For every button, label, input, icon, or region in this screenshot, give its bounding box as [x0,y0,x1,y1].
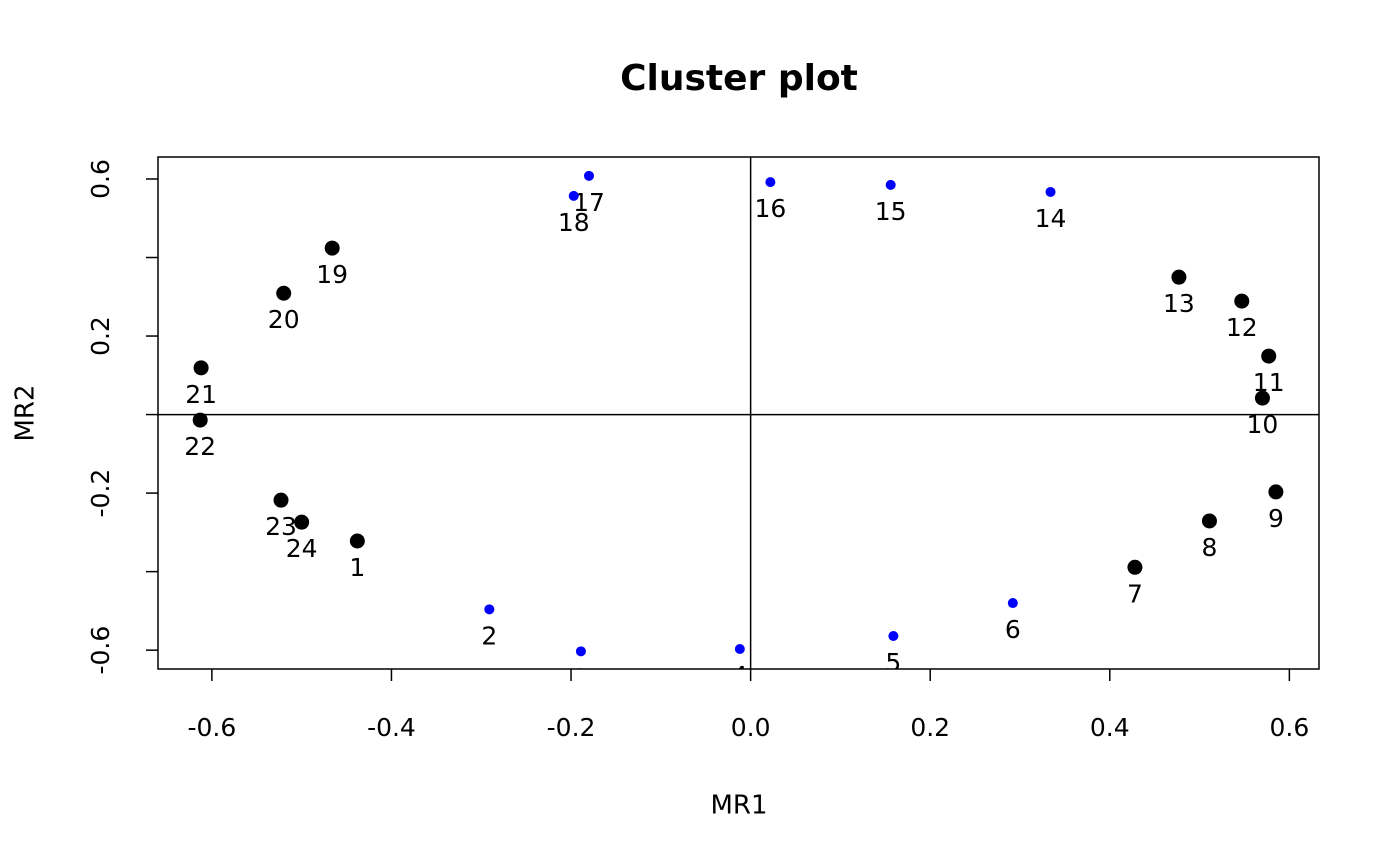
point [1045,186,1056,197]
point [1268,484,1284,500]
point [1234,293,1250,309]
point [294,514,310,530]
point-label: 20 [268,305,300,334]
point-label: 4 [732,661,748,690]
x-tick-label: 0.2 [910,713,950,742]
y-axis-label: MR2 [11,384,41,441]
point-label: 17 [573,188,605,217]
point-label: 3 [573,663,589,692]
chart-title: Cluster plot [620,58,858,99]
point [888,631,899,642]
x-tick-label: -0.2 [547,713,596,742]
x-tick-label: 0.6 [1269,713,1309,742]
point [273,492,289,508]
point [192,412,208,428]
x-tick-label: -0.4 [367,713,416,742]
y-tick-label: 0.2 [86,316,115,356]
point [568,190,579,201]
point [885,179,896,190]
point-label: 1 [349,553,365,582]
point [1201,513,1217,529]
point-label: 6 [1005,615,1021,644]
point [1261,348,1277,364]
point-label: 21 [185,380,217,409]
point [484,604,495,615]
point [349,533,365,549]
y-tick-label: -0.6 [86,626,115,675]
plot-frame [157,156,1320,670]
x-tick-label: 0.4 [1090,713,1130,742]
point [1254,390,1270,406]
point [1171,269,1187,285]
point [193,360,209,376]
point-label: 12 [1226,313,1258,342]
point-label: 18 [558,208,590,237]
point-label: 24 [286,534,318,563]
point [1007,598,1018,609]
y-tick-label: 0.6 [86,159,115,199]
point [1127,559,1143,575]
point [583,170,594,181]
point-label: 22 [184,432,216,461]
point-label: 8 [1202,533,1218,562]
point-label: 5 [885,648,901,677]
point-label: 9 [1268,504,1284,533]
point-label: 13 [1163,289,1195,318]
point [276,285,292,301]
point [575,646,586,657]
point-label: 19 [316,260,348,289]
x-tick-label: 0.0 [731,713,771,742]
point [765,177,776,188]
point [324,240,340,256]
point [734,643,745,654]
point-label: 11 [1253,368,1285,397]
y-tick-label: -0.2 [86,469,115,518]
point-label: 7 [1127,579,1143,608]
x-tick-label: -0.6 [187,713,236,742]
point-label: 15 [875,197,907,226]
point-label: 16 [754,194,786,223]
point-label: 2 [481,621,497,650]
point-label: 14 [1035,204,1067,233]
point-label: 23 [265,512,297,541]
x-axis-label: MR1 [710,791,767,821]
